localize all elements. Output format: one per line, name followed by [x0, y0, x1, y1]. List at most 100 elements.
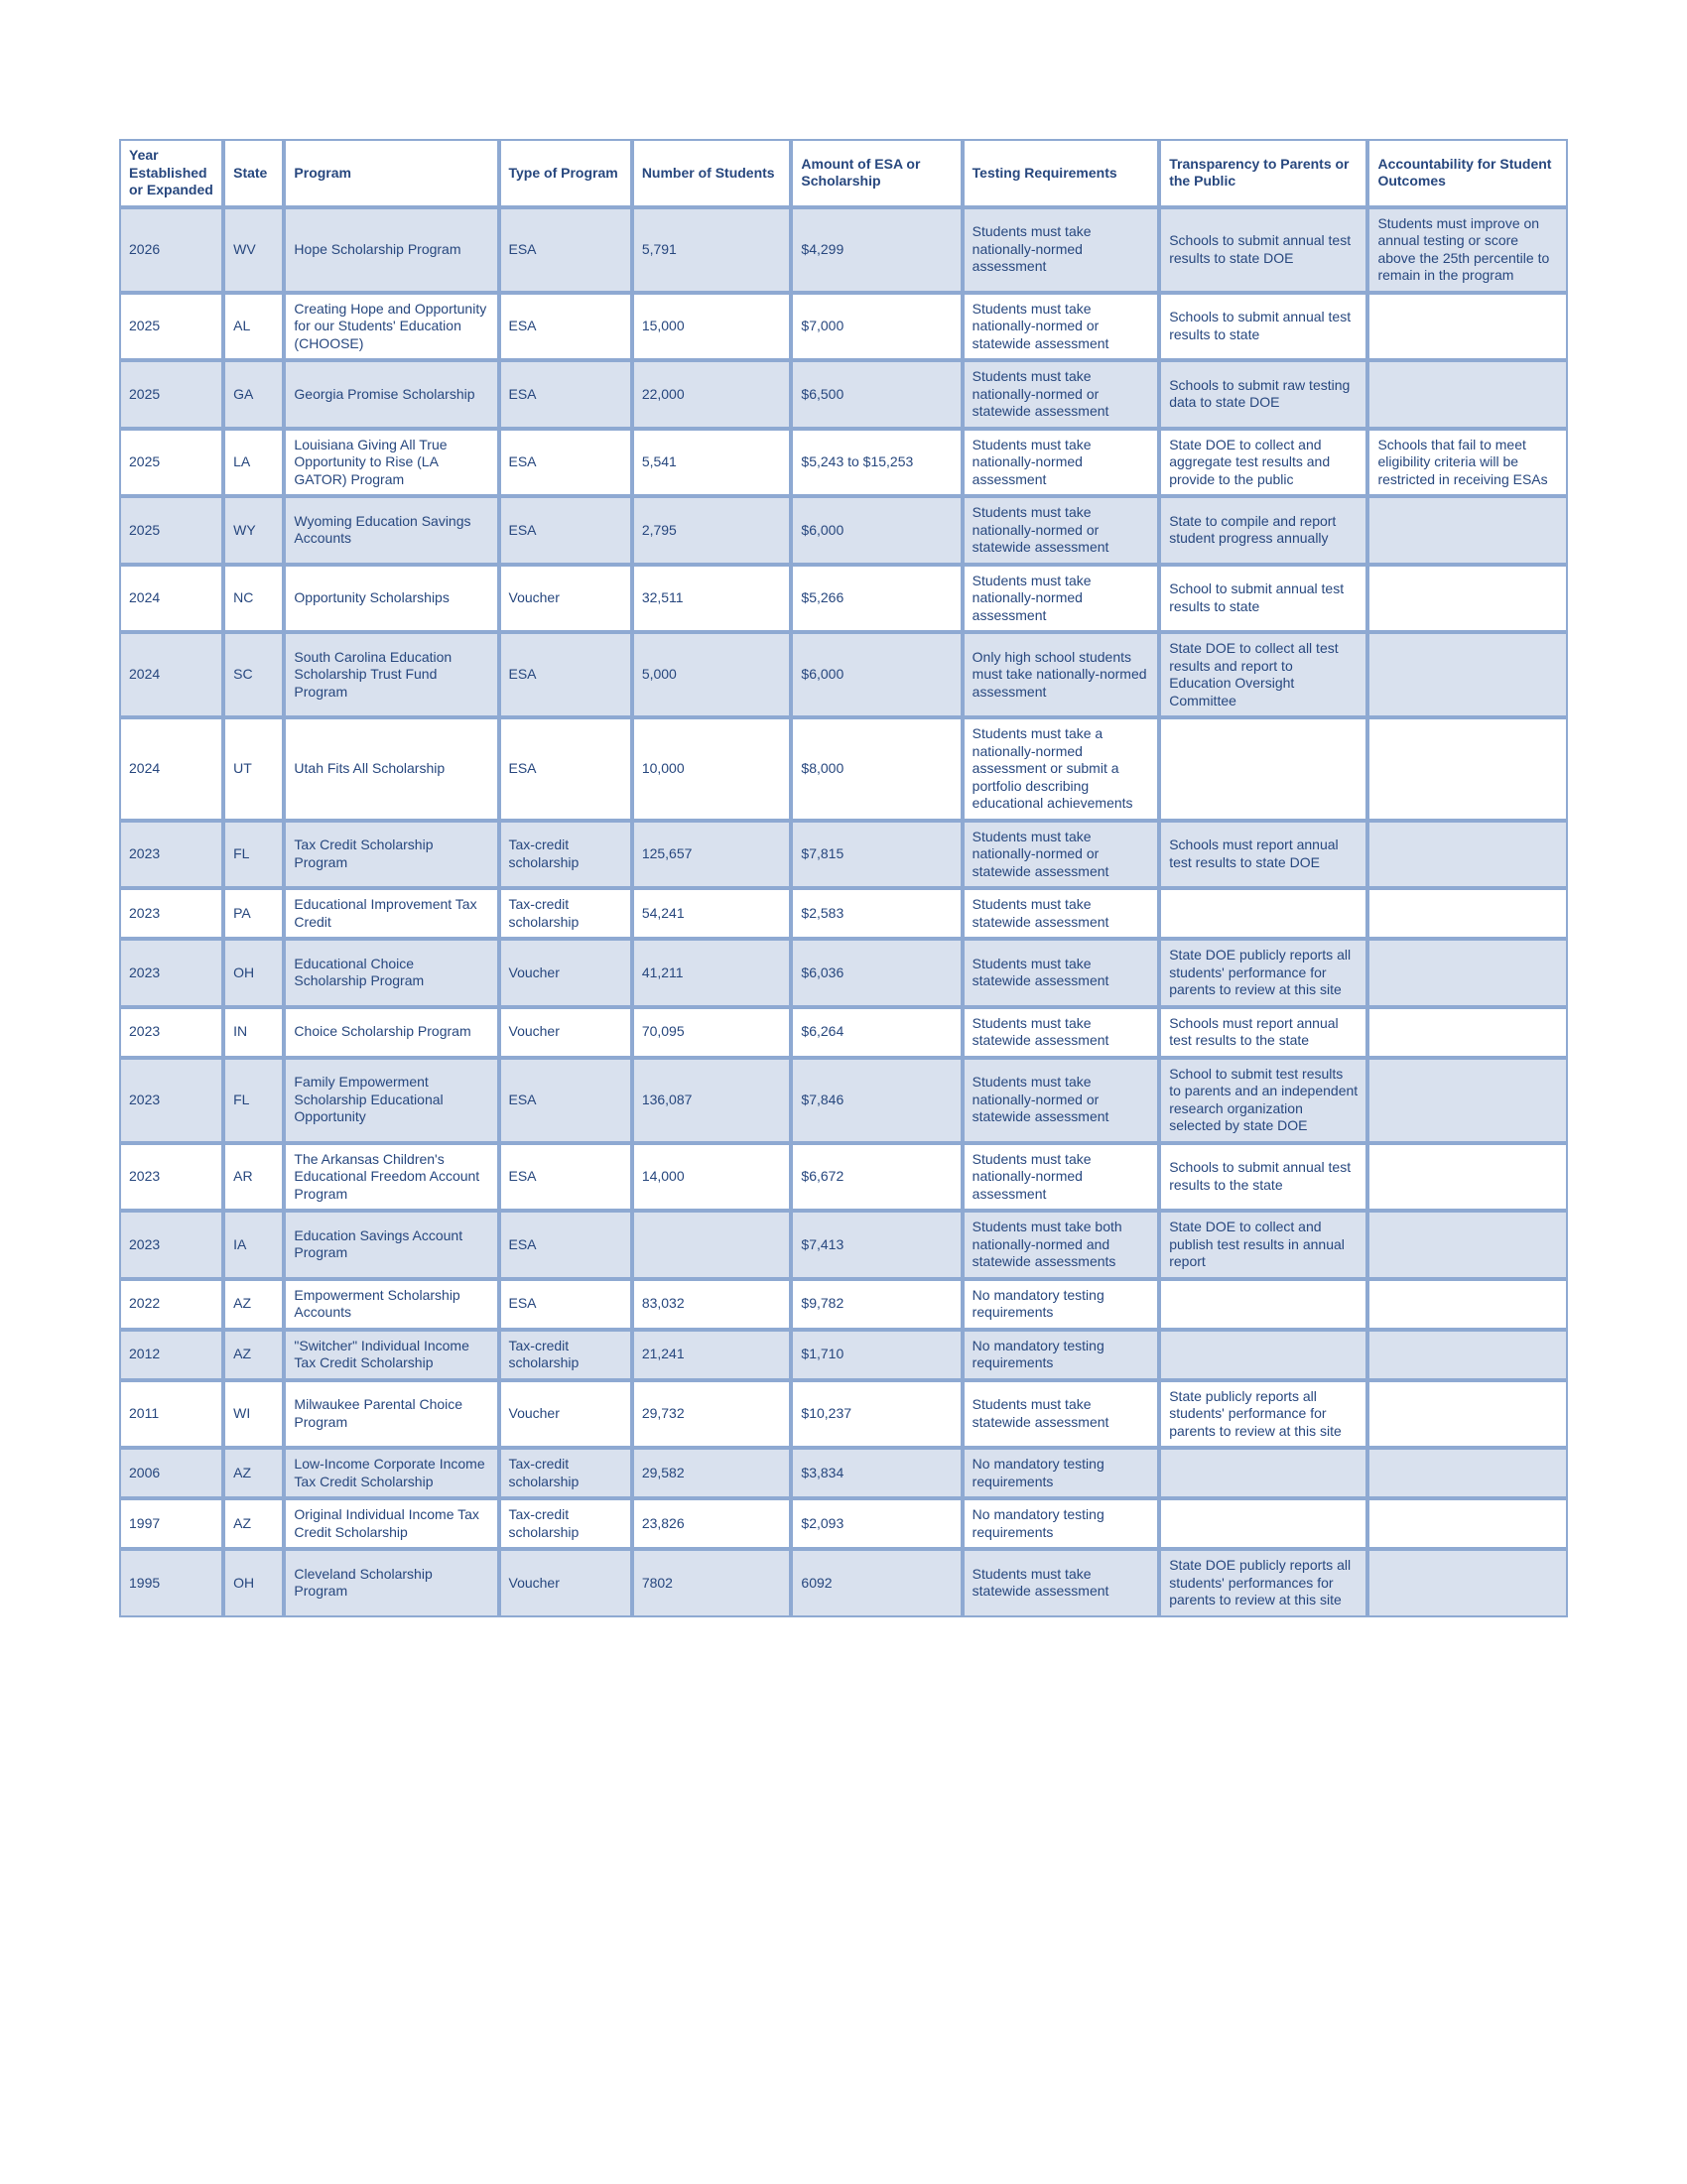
- cell: 2026: [119, 207, 223, 293]
- cell: Voucher: [499, 939, 632, 1007]
- cell: 32,511: [632, 565, 792, 633]
- cell: South Carolina Education Scholarship Tru…: [284, 632, 498, 717]
- cell: OH: [223, 1549, 284, 1617]
- table-header: Year Established or ExpandedStateProgram…: [119, 139, 1568, 207]
- cell: Milwaukee Parental Choice Program: [284, 1380, 498, 1449]
- cell: $3,834: [791, 1448, 962, 1498]
- cell: LA: [223, 429, 284, 497]
- cell: AZ: [223, 1279, 284, 1330]
- cell: 2012: [119, 1330, 223, 1380]
- cell: ESA: [499, 717, 632, 821]
- cell: Students must take nationally-normed ass…: [963, 207, 1160, 293]
- cell: $10,237: [791, 1380, 962, 1449]
- cell: 2023: [119, 821, 223, 889]
- cell: NC: [223, 565, 284, 633]
- cell: [1159, 888, 1367, 939]
- cell: Empowerment Scholarship Accounts: [284, 1279, 498, 1330]
- cell: 29,582: [632, 1448, 792, 1498]
- cell: No mandatory testing requirements: [963, 1330, 1160, 1380]
- cell: Students must take nationally-normed ass…: [963, 1143, 1160, 1212]
- cell: 2025: [119, 496, 223, 565]
- cell: ESA: [499, 1058, 632, 1143]
- cell: $6,672: [791, 1143, 962, 1212]
- cell: 54,241: [632, 888, 792, 939]
- cell: Students must take nationally-normed or …: [963, 496, 1160, 565]
- cell: $6,036: [791, 939, 962, 1007]
- cell: No mandatory testing requirements: [963, 1498, 1160, 1549]
- table-row: 2006AZLow-Income Corporate Income Tax Cr…: [119, 1448, 1568, 1498]
- cell: $5,266: [791, 565, 962, 633]
- cell: [1367, 1448, 1568, 1498]
- cell: [1367, 821, 1568, 889]
- cell: PA: [223, 888, 284, 939]
- cell: $7,846: [791, 1058, 962, 1143]
- table-row: 2024SCSouth Carolina Education Scholarsh…: [119, 632, 1568, 717]
- cell: [1367, 1380, 1568, 1449]
- cell: [1367, 717, 1568, 821]
- cell: State DOE to collect and aggregate test …: [1159, 429, 1367, 497]
- cell: Schools to submit annual test results to…: [1159, 1143, 1367, 1212]
- cell: [1159, 1279, 1367, 1330]
- table-row: 2011WIMilwaukee Parental Choice ProgramV…: [119, 1380, 1568, 1449]
- cell: [1367, 1330, 1568, 1380]
- cell: ESA: [499, 496, 632, 565]
- cell: ESA: [499, 207, 632, 293]
- page: Year Established or ExpandedStateProgram…: [0, 0, 1687, 2184]
- cell: [1367, 632, 1568, 717]
- cell: Students must take statewide assessment: [963, 1380, 1160, 1449]
- cell: 41,211: [632, 939, 792, 1007]
- cell: [1159, 717, 1367, 821]
- cell: 2024: [119, 717, 223, 821]
- cell: $6,000: [791, 632, 962, 717]
- cell: Tax-credit scholarship: [499, 821, 632, 889]
- cell: 14,000: [632, 1143, 792, 1212]
- cell: WI: [223, 1380, 284, 1449]
- cell: Students must improve on annual testing …: [1367, 207, 1568, 293]
- table-row: 2023ARThe Arkansas Children's Educationa…: [119, 1143, 1568, 1212]
- cell: $6,264: [791, 1007, 962, 1058]
- cell: Opportunity Scholarships: [284, 565, 498, 633]
- table-row: 2023PAEducational Improvement Tax Credit…: [119, 888, 1568, 939]
- table-row: 2022AZEmpowerment Scholarship AccountsES…: [119, 1279, 1568, 1330]
- cell: $8,000: [791, 717, 962, 821]
- cell: 2024: [119, 565, 223, 633]
- cell: Educational Improvement Tax Credit: [284, 888, 498, 939]
- cell: ESA: [499, 360, 632, 429]
- cell: ESA: [499, 429, 632, 497]
- cell: State publicly reports all students' per…: [1159, 1380, 1367, 1449]
- cell: State DOE to collect and publish test re…: [1159, 1211, 1367, 1279]
- table-row: 2025GAGeorgia Promise ScholarshipESA22,0…: [119, 360, 1568, 429]
- cell: ESA: [499, 293, 632, 361]
- cell: 2006: [119, 1448, 223, 1498]
- table-row: 2024NCOpportunity ScholarshipsVoucher32,…: [119, 565, 1568, 633]
- cell: $7,000: [791, 293, 962, 361]
- cell: 2023: [119, 1143, 223, 1212]
- table-row: 2023FLTax Credit Scholarship ProgramTax-…: [119, 821, 1568, 889]
- cell: [1367, 888, 1568, 939]
- cell: Students must take nationally-normed or …: [963, 293, 1160, 361]
- cell: WV: [223, 207, 284, 293]
- cell: AZ: [223, 1448, 284, 1498]
- cell: Schools to submit annual test results to…: [1159, 207, 1367, 293]
- cell: 5,000: [632, 632, 792, 717]
- cell: 2025: [119, 293, 223, 361]
- cell: Original Individual Income Tax Credit Sc…: [284, 1498, 498, 1549]
- cell: Schools to submit raw testing data to st…: [1159, 360, 1367, 429]
- cell: The Arkansas Children's Educational Free…: [284, 1143, 498, 1212]
- cell: Students must take nationally-normed ass…: [963, 565, 1160, 633]
- col-header-0: Year Established or Expanded: [119, 139, 223, 207]
- cell: Students must take statewide assessment: [963, 939, 1160, 1007]
- cell: 2023: [119, 939, 223, 1007]
- cell: "Switcher" Individual Income Tax Credit …: [284, 1330, 498, 1380]
- cell: Students must take both nationally-norme…: [963, 1211, 1160, 1279]
- cell: AL: [223, 293, 284, 361]
- cell: Creating Hope and Opportunity for our St…: [284, 293, 498, 361]
- cell: [1367, 1058, 1568, 1143]
- cell: Voucher: [499, 1380, 632, 1449]
- cell: 2023: [119, 888, 223, 939]
- cell: State DOE publicly reports all students'…: [1159, 1549, 1367, 1617]
- cell: IN: [223, 1007, 284, 1058]
- cell: Cleveland Scholarship Program: [284, 1549, 498, 1617]
- cell: $4,299: [791, 207, 962, 293]
- cell: UT: [223, 717, 284, 821]
